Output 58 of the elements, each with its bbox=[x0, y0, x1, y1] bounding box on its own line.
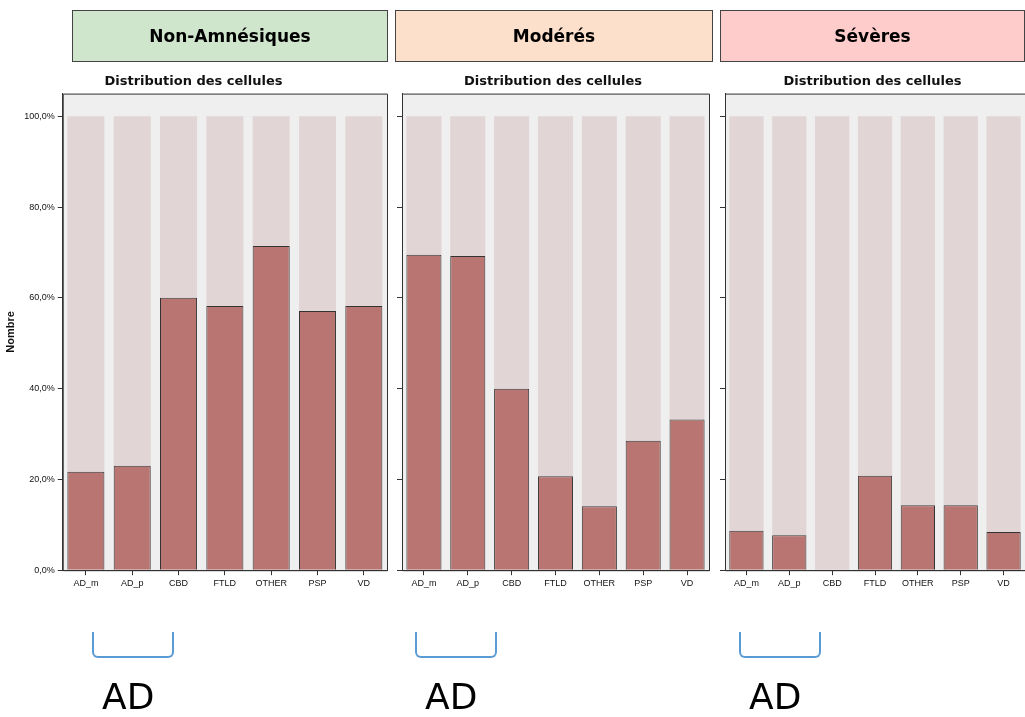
bar bbox=[729, 116, 764, 531]
chart-subtitle: Distribution des cellules bbox=[783, 73, 962, 89]
text: AD bbox=[102, 676, 155, 717]
bar bbox=[986, 116, 1021, 533]
x-tick-label: CBD bbox=[169, 578, 189, 589]
x-tick-label: AD_m bbox=[411, 578, 437, 589]
x-tick-label: VD bbox=[680, 578, 694, 589]
bar bbox=[537, 116, 574, 477]
x-tick-label: OTHER bbox=[583, 578, 616, 589]
bar bbox=[406, 116, 442, 255]
bar bbox=[857, 116, 893, 476]
x-tick-label: PSP bbox=[634, 578, 653, 589]
x-tick-label: CBD bbox=[822, 578, 843, 589]
bar bbox=[206, 116, 244, 307]
x-tick-label: FTLD bbox=[863, 578, 887, 589]
x-tick-label: FTLD bbox=[544, 578, 568, 589]
bar bbox=[67, 116, 105, 472]
bar bbox=[160, 116, 198, 298]
bar bbox=[581, 116, 617, 507]
bar bbox=[625, 116, 661, 441]
bar bbox=[113, 116, 151, 466]
y-tick-label: 60,0% bbox=[29, 292, 55, 303]
y-tick-label: 80,0% bbox=[29, 201, 55, 212]
x-tick-label: VD bbox=[357, 578, 371, 589]
x-tick-label: AD_p bbox=[120, 578, 144, 589]
x-tick-label: OTHER bbox=[902, 578, 935, 589]
x-tick-label: VD bbox=[997, 578, 1011, 589]
bar bbox=[815, 116, 850, 570]
x-tick-label: AD_m bbox=[733, 578, 759, 589]
text: AD bbox=[425, 676, 478, 717]
bar bbox=[298, 116, 337, 312]
bar bbox=[252, 116, 290, 247]
bar bbox=[669, 116, 705, 420]
x-tick-label: CBD bbox=[502, 578, 522, 589]
chart-title: Sévères bbox=[720, 10, 1025, 62]
x-tick-label: PSP bbox=[308, 578, 327, 589]
y-tick-label: 20,0% bbox=[29, 473, 55, 484]
x-tick-label: PSP bbox=[951, 578, 970, 589]
bar bbox=[345, 116, 383, 307]
bar bbox=[494, 116, 530, 389]
chart-subtitle: Distribution des cellules bbox=[104, 73, 283, 89]
x-tick-label: AD_p bbox=[456, 578, 480, 589]
text: AD bbox=[749, 676, 802, 717]
y-tick-label: 40,0% bbox=[29, 383, 55, 394]
bar bbox=[772, 116, 807, 536]
bar bbox=[900, 116, 935, 506]
x-tick-label: OTHER bbox=[255, 578, 288, 589]
chart-subtitle: Distribution des cellules bbox=[463, 73, 643, 89]
x-tick-label: AD_m bbox=[73, 578, 99, 589]
chart-title: Modérés bbox=[395, 10, 713, 62]
bar bbox=[943, 116, 978, 506]
chart-title: Non-Amnésiques bbox=[72, 10, 388, 62]
y-tick-label: 0,0% bbox=[34, 564, 55, 575]
x-tick-label: FTLD bbox=[213, 578, 237, 589]
bar bbox=[450, 116, 486, 257]
x-tick-label: AD_p bbox=[778, 578, 801, 589]
y-tick-label: 100,0% bbox=[24, 110, 55, 121]
y-axis-title: Nombre bbox=[3, 311, 16, 353]
